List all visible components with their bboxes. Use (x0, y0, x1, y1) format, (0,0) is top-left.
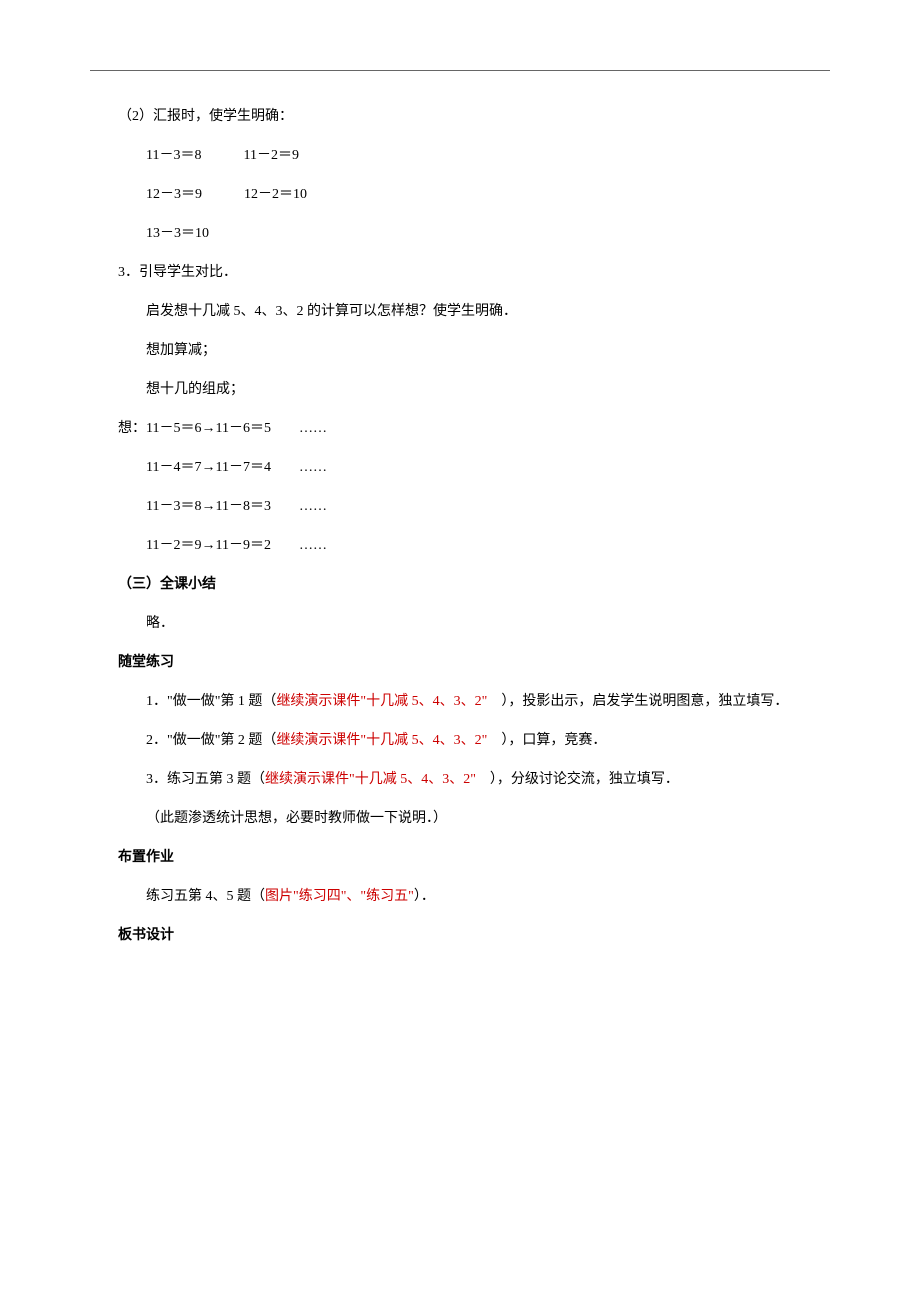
think-line-2: 11－4＝7→11－7＝4 …… (90, 457, 830, 478)
paragraph-report: （2）汇报时，使学生明确： (90, 106, 830, 127)
practice-3-text-a: 3．练习五第 3 题（ (146, 772, 265, 787)
equation-line-1: 11－3＝8 11－2＝9 (90, 145, 830, 166)
equation-line-2: 12－3＝9 12－2＝10 (90, 184, 830, 205)
method-2: 想十几的组成； (90, 379, 830, 400)
homework-heading: 布置作业 (90, 847, 830, 868)
paragraph-guide: 启发想十几减 5、4、3、2 的计算可以怎样想？使学生明确． (90, 301, 830, 322)
practice-item-3: 3．练习五第 3 题（继续演示课件"十几减 5、4、3、2" ），分级讨论交流，… (90, 769, 830, 790)
step-3-heading: 3．引导学生对比． (90, 262, 830, 283)
practice-2-text-c: ），口算，竞赛． (487, 733, 606, 748)
homework-text-c: ）． (414, 889, 435, 904)
practice-3-text-c: ），分级讨论交流，独立填写． (476, 772, 679, 787)
board-design-heading: 板书设计 (90, 925, 830, 946)
practice-1-red: 继续演示课件"十几减 5、4、3、2" (276, 694, 487, 709)
practice-1-text-c: ），投影出示，启发学生说明图意，独立填写． (487, 694, 788, 709)
practice-1-text-a: 1．"做一做"第 1 题（ (146, 694, 276, 709)
think-line-1: 想：11－5＝6→11－6＝5 …… (90, 418, 830, 439)
method-1: 想加算减； (90, 340, 830, 361)
homework-content: 练习五第 4、5 题（图片"练习四"、"练习五"）． (90, 886, 830, 907)
section-3-heading: （三）全课小结 (90, 574, 830, 595)
practice-heading: 随堂练习 (90, 652, 830, 673)
think-line-4: 11－2＝9→11－9＝2 …… (90, 535, 830, 556)
think-line-3: 11－3＝8→11－8＝3 …… (90, 496, 830, 517)
practice-item-1: 1．"做一做"第 1 题（继续演示课件"十几减 5、4、3、2" ），投影出示，… (90, 691, 830, 712)
practice-3-red: 继续演示课件"十几减 5、4、3、2" (265, 772, 476, 787)
equation-line-3: 13－3＝10 (90, 223, 830, 244)
section-3-content: 略． (90, 613, 830, 634)
practice-2-text-a: 2．"做一做"第 2 题（ (146, 733, 276, 748)
separator-line (90, 70, 830, 71)
homework-red: 图片"练习四"、"练习五" (265, 889, 414, 904)
practice-item-2: 2．"做一做"第 2 题（继续演示课件"十几减 5、4、3、2" ），口算，竞赛… (90, 730, 830, 751)
practice-note: （此题渗透统计思想，必要时教师做一下说明．） (90, 808, 830, 829)
homework-text-a: 练习五第 4、5 题（ (146, 889, 265, 904)
practice-2-red: 继续演示课件"十几减 5、4、3、2" (276, 733, 487, 748)
